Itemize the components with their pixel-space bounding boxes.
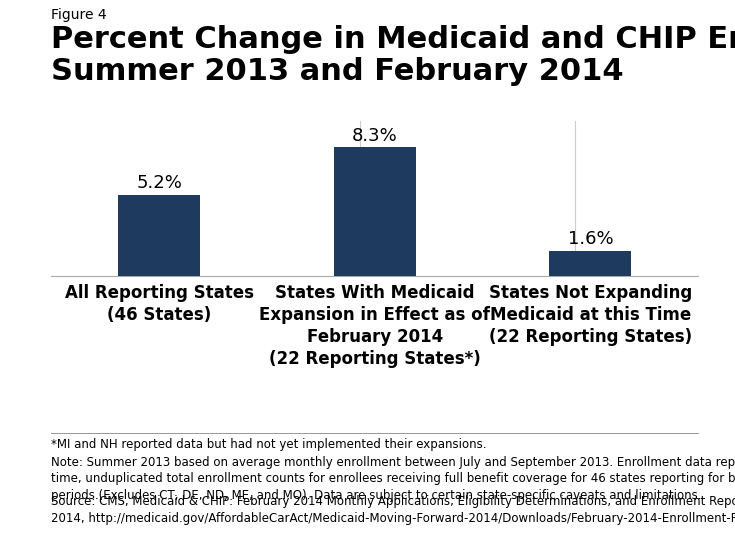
Text: Note: Summer 2013 based on average monthly enrollment between July and September: Note: Summer 2013 based on average month… (51, 456, 735, 501)
Text: States Not Expanding
Medicaid at this Time
(22 Reporting States): States Not Expanding Medicaid at this Ti… (489, 284, 692, 346)
Text: Source: CMS, Medicaid & CHIP: February 2014 Monthly Applications, Eligibility De: Source: CMS, Medicaid & CHIP: February 2… (51, 495, 735, 525)
Text: 1.6%: 1.6% (567, 230, 613, 248)
Bar (118, 195, 200, 276)
Text: Percent Change in Medicaid and CHIP Enrollment Between
Summer 2013 and February : Percent Change in Medicaid and CHIP Enro… (51, 25, 735, 87)
Text: 8.3%: 8.3% (352, 127, 398, 145)
Text: THE HENRY J.
KAISER
FAMILY
FOUNDATION: THE HENRY J. KAISER FAMILY FOUNDATION (599, 483, 676, 533)
Bar (334, 148, 416, 276)
Text: 5.2%: 5.2% (136, 175, 182, 192)
Bar (550, 251, 631, 276)
Text: *MI and NH reported data but had not yet implemented their expansions.: *MI and NH reported data but had not yet… (51, 438, 487, 451)
Text: All Reporting States
(46 States): All Reporting States (46 States) (65, 284, 254, 324)
Text: States With Medicaid
Expansion in Effect as of
February 2014
(22 Reporting State: States With Medicaid Expansion in Effect… (259, 284, 490, 369)
Text: Figure 4: Figure 4 (51, 8, 107, 22)
